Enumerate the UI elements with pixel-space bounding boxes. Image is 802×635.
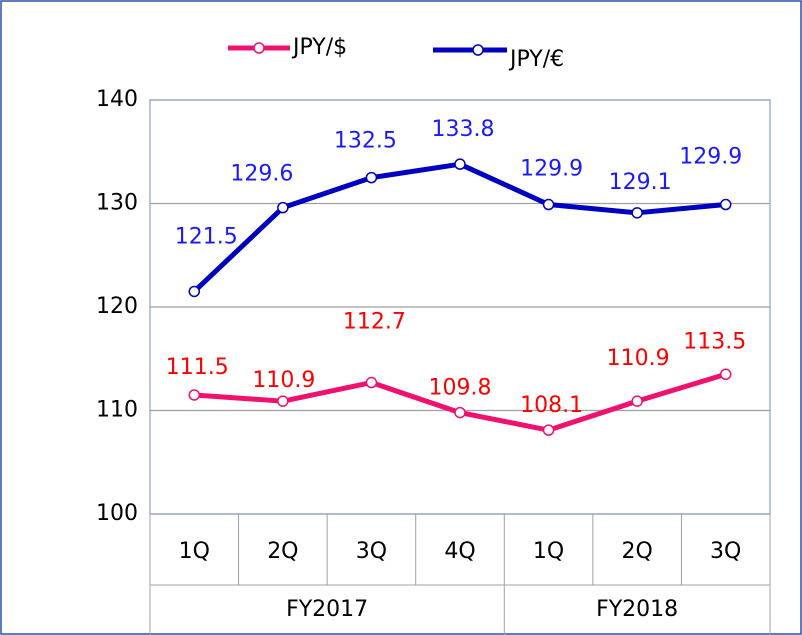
marker <box>631 207 643 219</box>
plot-border <box>149 99 771 515</box>
marker <box>542 424 555 436</box>
y-tick-label: 130 <box>96 191 138 216</box>
data-label: 129.1 <box>609 170 672 195</box>
data-label: 108.1 <box>520 393 583 418</box>
marker <box>454 158 466 170</box>
marker <box>188 285 201 298</box>
y-tick-label: 110 <box>96 398 138 423</box>
marker <box>277 395 289 407</box>
data-label: 110.9 <box>607 346 670 371</box>
legend-label: JPY/€ <box>508 47 564 72</box>
data-label: 132.5 <box>334 129 397 154</box>
marker <box>631 395 643 407</box>
marker <box>454 406 466 419</box>
marker <box>719 198 732 211</box>
data-label: 110.9 <box>252 368 315 393</box>
data-label: 129.6 <box>230 162 293 187</box>
marker <box>542 198 555 211</box>
data-label: 133.8 <box>432 117 495 142</box>
marker <box>188 389 201 401</box>
marker <box>365 171 378 184</box>
data-label: 129.9 <box>520 157 583 182</box>
data-label: 129.9 <box>679 145 742 170</box>
data-label: 121.5 <box>175 224 238 249</box>
legend-label: JPY/$ <box>291 35 347 60</box>
y-tick-label: 140 <box>96 87 138 112</box>
x-tick-label: 1Q <box>179 539 210 564</box>
y-tick-label: 100 <box>96 501 138 526</box>
x-tick-label: 3Q <box>710 539 741 564</box>
group-label: FY2018 <box>596 597 678 622</box>
x-tick-label: 2Q <box>621 539 652 564</box>
marker <box>365 376 378 389</box>
data-label: 113.5 <box>683 329 746 354</box>
legend-marker <box>253 42 265 54</box>
x-tick-label: 1Q <box>533 539 564 564</box>
x-tick-label: 4Q <box>444 539 475 564</box>
x-tick-label: 3Q <box>356 539 387 564</box>
marker <box>277 201 289 214</box>
data-label: 112.7 <box>343 310 406 335</box>
y-tick-label: 120 <box>96 294 138 319</box>
data-label: 111.5 <box>166 355 229 380</box>
x-tick-label: 2Q <box>267 539 298 564</box>
data-label: 109.8 <box>429 376 492 401</box>
legend-marker <box>472 44 484 56</box>
marker <box>719 368 732 381</box>
group-label: FY2017 <box>286 597 368 622</box>
